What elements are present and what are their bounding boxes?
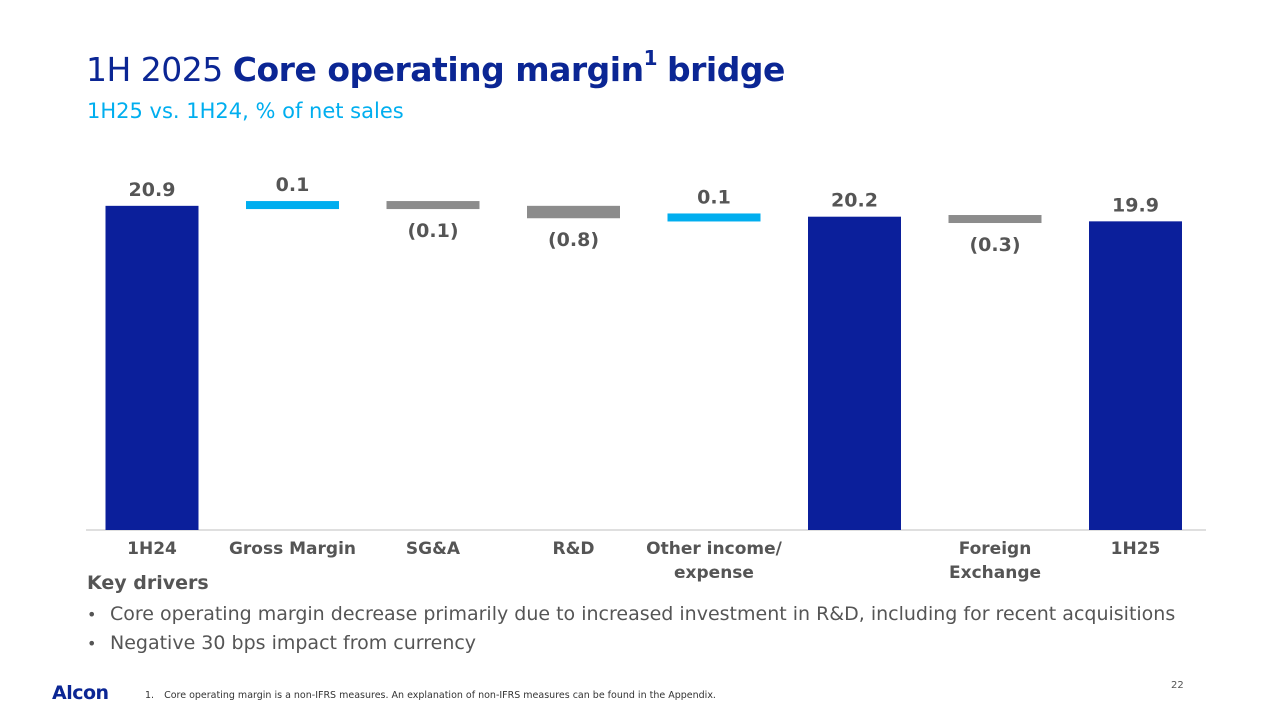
- data-label: (0.3): [969, 234, 1020, 256]
- title-suffix: bridge: [667, 50, 785, 89]
- data-label: (0.8): [548, 229, 599, 251]
- key-drivers-list: Core operating margin decrease primarily…: [87, 600, 1175, 658]
- category-label: expense: [674, 563, 754, 583]
- key-driver-item: Negative 30 bps impact from currency: [87, 629, 1175, 658]
- data-label: 19.9: [1112, 194, 1159, 216]
- bar-foreign-exchange: [948, 215, 1042, 224]
- key-driver-item: Core operating margin decrease primarily…: [87, 600, 1175, 629]
- category-label: Gross Margin: [229, 539, 356, 559]
- bar-other-income-expense: [667, 213, 761, 222]
- title-prefix: 1H 2025: [86, 50, 223, 89]
- bar-subtotal: [808, 216, 901, 530]
- bar-sg-a: [386, 201, 480, 210]
- data-label: 20.2: [831, 190, 878, 212]
- category-label: 1H24: [127, 539, 177, 559]
- bar-r-d: [527, 205, 620, 219]
- data-label: 0.1: [697, 186, 731, 208]
- title-footnote-marker: 1: [643, 46, 658, 70]
- title-bold: Core operating margin: [232, 50, 644, 89]
- key-drivers-title: Key drivers: [87, 572, 209, 594]
- bar-gross-margin: [246, 201, 339, 210]
- page-title: 1H 2025 Core operating margin1 bridge: [86, 46, 785, 89]
- category-label: Other income/: [646, 539, 782, 559]
- bar-1h24: [105, 205, 199, 530]
- alcon-logo: Alcon: [52, 682, 109, 704]
- footnote-number: 1.: [145, 690, 155, 701]
- bar-1h25: [1089, 221, 1182, 531]
- category-label: SG&A: [406, 539, 461, 559]
- category-label: Exchange: [949, 563, 1041, 583]
- footnote-text: Core operating margin is a non-IFRS meas…: [164, 690, 716, 701]
- category-label: Foreign: [959, 539, 1032, 559]
- waterfall-chart: 20.9 1H24 0.1 Gross Margin (0.1) SG&A (0.8) R&D…: [86, 174, 1206, 583]
- data-label: 0.1: [276, 174, 310, 196]
- footnote: 1. Core operating margin is a non-IFRS me…: [145, 690, 716, 701]
- data-label: 20.9: [129, 179, 176, 201]
- data-label: (0.1): [407, 220, 458, 242]
- page-subtitle: 1H25 vs. 1H24, % of net sales: [87, 99, 404, 123]
- category-label: R&D: [552, 539, 594, 559]
- category-label: 1H25: [1111, 539, 1161, 559]
- page-number: 22: [1171, 680, 1184, 691]
